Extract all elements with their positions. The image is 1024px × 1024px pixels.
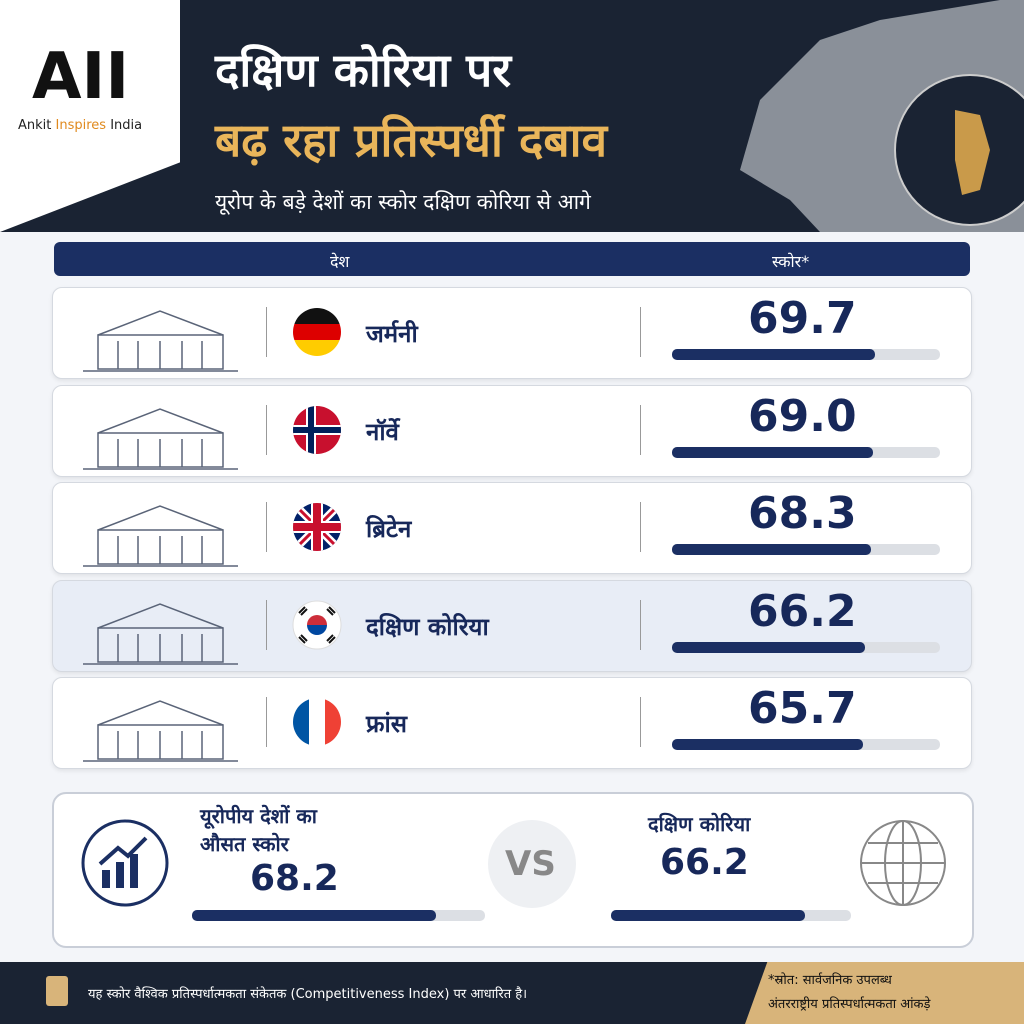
- vs-circle: [488, 820, 576, 908]
- divider: [266, 307, 267, 357]
- landmark: [83, 505, 238, 567]
- country-name: दक्षिण कोरिया: [366, 612, 489, 641]
- country-name: ब्रिटेन: [366, 515, 412, 543]
- landmark: [83, 700, 238, 762]
- landmark: [83, 407, 238, 470]
- divider: [640, 502, 641, 552]
- row: [52, 482, 972, 574]
- divider: [266, 404, 267, 455]
- subtitle: यूरोप के बड़े देशों का स्कोर दक्षिण कोरि…: [215, 190, 591, 214]
- flag-icon: [293, 503, 341, 551]
- bar: [611, 910, 805, 921]
- flag-icon: [293, 308, 341, 356]
- footer-icon: [46, 976, 68, 1006]
- flag: [292, 307, 342, 361]
- landmark-icon: [78, 490, 243, 574]
- country-name: जर्मनी: [366, 320, 418, 348]
- row: [52, 287, 972, 379]
- growth-icon: [81, 819, 169, 907]
- comparison-label: औसत स्कोर: [200, 832, 289, 856]
- logo-caption: Inspires: [55, 118, 107, 133]
- score: 69.7: [748, 293, 857, 344]
- landmark-icon: [78, 588, 243, 672]
- logo-caption: India: [106, 118, 143, 133]
- landmark: [83, 310, 238, 372]
- flag: [292, 502, 342, 556]
- flag: [292, 405, 342, 459]
- divider: [266, 697, 267, 747]
- globe-icon: [860, 820, 946, 906]
- divider: [640, 404, 641, 455]
- bar: [672, 641, 865, 653]
- divider: [640, 697, 641, 747]
- source-box: [745, 962, 1024, 1024]
- table-header: [54, 242, 970, 276]
- country-name: नॉर्वे: [366, 417, 399, 446]
- score: 69.0: [748, 390, 857, 442]
- divider: [640, 307, 641, 357]
- score: 68.3: [748, 488, 857, 539]
- landmark-icon: [78, 393, 243, 477]
- flag-icon: [293, 698, 341, 746]
- column-header: स्कोर*: [772, 252, 810, 271]
- map-decor: [740, 0, 1024, 232]
- flag: [292, 697, 342, 751]
- title: दक्षिण कोरिया पर: [215, 43, 512, 97]
- bar: [672, 739, 864, 750]
- score: 66.2: [748, 585, 857, 637]
- landmark-icon: [78, 685, 243, 769]
- logo-mark: AII: [32, 40, 130, 114]
- logo-caption: Ankit: [18, 118, 56, 133]
- row: [52, 579, 972, 672]
- bar: [672, 446, 873, 458]
- score: 65.7: [748, 683, 857, 734]
- source: *स्रोत: सार्वजनिक उपलब्ध: [768, 973, 892, 988]
- landmark-icon: [78, 295, 243, 379]
- comparison-label: दक्षिण कोरिया: [648, 812, 751, 836]
- title: बढ़ रहा प्रतिस्पर्धी दबाव: [215, 113, 608, 167]
- flag: [292, 600, 342, 654]
- vs: VS: [505, 844, 556, 884]
- divider: [640, 599, 641, 650]
- column-header: देश: [330, 252, 350, 271]
- divider: [266, 502, 267, 552]
- comparison-score: 68.2: [250, 858, 339, 899]
- row: [52, 384, 972, 477]
- comparison-label: यूरोपीय देशों का: [200, 804, 317, 828]
- logo-caption: Ankit Inspires India: [18, 118, 142, 133]
- source: अंतरराष्ट्रीय प्रतिस्पर्धात्मकता आंकड़े: [768, 997, 931, 1012]
- comparison-score: 66.2: [660, 842, 749, 883]
- bar: [192, 910, 436, 921]
- flag-icon: [293, 405, 341, 454]
- country-name: फ्रांस: [366, 710, 407, 738]
- row: [52, 677, 972, 769]
- footer-note: यह स्कोर वैश्विक प्रतिस्पर्धात्मकता संके…: [88, 987, 528, 1002]
- bar: [672, 544, 871, 555]
- divider: [266, 599, 267, 650]
- landmark: [83, 602, 238, 665]
- flag-icon: [292, 600, 342, 649]
- bar: [672, 349, 876, 360]
